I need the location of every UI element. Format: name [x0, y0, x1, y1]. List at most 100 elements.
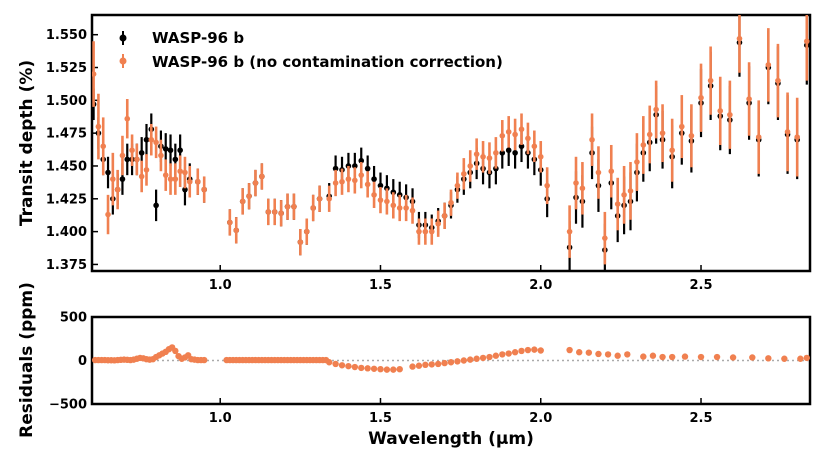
data-point — [246, 193, 252, 199]
data-point — [448, 199, 454, 206]
residual-point — [351, 363, 359, 371]
data-point — [119, 176, 126, 182]
residual-point — [585, 349, 593, 356]
data-point — [339, 178, 345, 185]
bottom-xtick-label: 2.0 — [529, 411, 552, 426]
data-point — [167, 147, 174, 154]
top-x-axis: 1.0 1.5 2.0 2.5 — [209, 265, 713, 293]
data-point — [486, 155, 493, 161]
data-point — [467, 163, 474, 169]
data-point — [177, 168, 183, 175]
data-point — [499, 132, 506, 139]
data-point — [105, 211, 111, 218]
residual-point — [640, 353, 647, 360]
residual-point — [473, 355, 480, 362]
data-point — [124, 115, 131, 122]
residual-point — [531, 346, 538, 353]
residual-point — [659, 353, 666, 361]
residual-point — [370, 365, 378, 372]
top-ytick-label: 1.400 — [46, 225, 87, 240]
residual-point — [537, 347, 544, 354]
residual-point — [479, 354, 487, 362]
residual-point — [409, 363, 416, 370]
data-point — [608, 168, 615, 175]
residual-point — [396, 366, 403, 373]
residual-point — [390, 366, 397, 373]
data-point — [384, 198, 390, 205]
residual-point — [377, 366, 384, 373]
data-point — [589, 136, 595, 143]
top-y-axis-label: Transit depth (%) — [17, 60, 37, 226]
data-point — [371, 176, 377, 182]
legend-marker-orange — [119, 57, 127, 65]
data-point — [124, 156, 131, 163]
residual-point — [499, 351, 506, 358]
data-point — [92, 71, 97, 77]
data-point — [525, 135, 531, 142]
top-xtick-label: 2.5 — [690, 278, 713, 293]
data-point — [143, 136, 150, 143]
data-point — [259, 173, 265, 180]
data-point — [627, 188, 634, 194]
data-point — [480, 153, 486, 160]
data-point — [579, 185, 586, 192]
residual-point — [422, 361, 429, 369]
data-point — [352, 177, 358, 184]
data-point — [707, 77, 714, 84]
series-no-contamination — [92, 15, 810, 265]
data-point — [138, 150, 145, 156]
data-point — [717, 108, 724, 114]
data-point — [153, 202, 159, 209]
data-point — [531, 143, 538, 150]
residual-point — [624, 351, 631, 358]
legend-label-wasp96b: WASP-96 b — [152, 29, 244, 47]
data-point — [194, 178, 201, 185]
residual-point — [358, 364, 365, 372]
data-point — [162, 172, 169, 178]
data-point — [172, 156, 179, 163]
data-point — [640, 142, 647, 148]
data-point — [100, 143, 107, 150]
top-ytick-label: 1.550 — [46, 28, 87, 43]
data-point — [153, 139, 159, 146]
residual-point — [781, 355, 788, 362]
data-point — [252, 180, 259, 186]
data-point — [646, 131, 653, 138]
data-point — [621, 192, 627, 198]
data-point — [573, 180, 579, 186]
data-point — [403, 205, 409, 211]
residual-point — [803, 354, 810, 362]
data-point — [310, 205, 316, 211]
residual-point — [524, 346, 532, 354]
data-point — [390, 202, 397, 209]
top-ytick-label: 1.425 — [46, 192, 87, 207]
data-point — [775, 77, 781, 84]
residual-point — [486, 353, 493, 361]
residual-point — [505, 350, 512, 357]
data-point — [409, 207, 416, 214]
data-point — [512, 150, 518, 156]
top-ytick-label: 1.475 — [46, 127, 87, 142]
residual-point — [441, 359, 448, 367]
bottom-y-axis: −500 0 500 — [49, 311, 98, 413]
data-point — [602, 235, 608, 241]
residual-point — [383, 366, 391, 373]
residual-point — [454, 358, 461, 365]
residual-point — [338, 362, 346, 369]
data-point — [284, 203, 291, 210]
data-point — [441, 213, 448, 219]
data-point — [765, 62, 772, 68]
residual-point — [460, 357, 468, 364]
legend-label-no-contamination: WASP-96 b (no contamination correction) — [152, 53, 503, 71]
top-series-group — [92, 15, 810, 271]
residual-point — [749, 354, 756, 361]
data-point — [138, 173, 145, 180]
data-point — [167, 176, 174, 182]
data-point — [794, 134, 800, 140]
top-ytick-label: 1.500 — [46, 94, 87, 109]
data-point — [114, 186, 121, 193]
data-point — [505, 147, 512, 154]
top-xtick-label: 1.0 — [209, 278, 232, 293]
data-point — [352, 163, 358, 169]
